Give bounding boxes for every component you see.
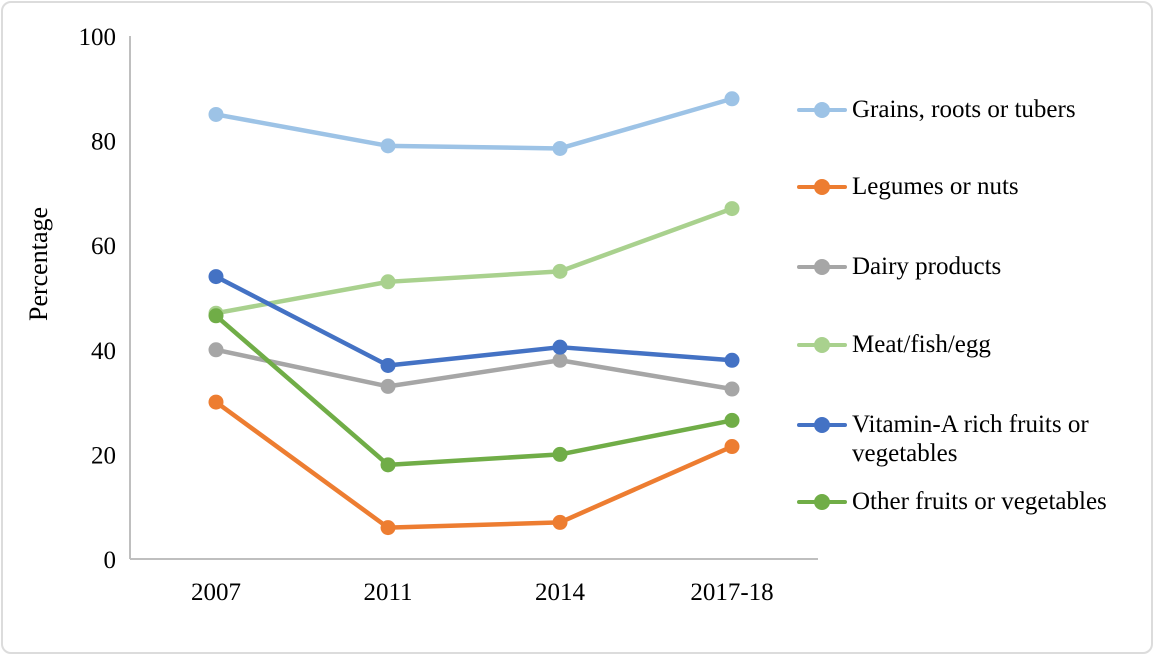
svg-text:2007: 2007 xyxy=(191,579,241,606)
legend-label: Other fruits or vegetables xyxy=(852,488,1107,515)
svg-text:2017-18: 2017-18 xyxy=(690,579,773,606)
legend-item-other: Other fruits or vegetables xyxy=(797,487,1147,517)
svg-text:100: 100 xyxy=(79,24,117,51)
legend-label: Meat/fish/egg xyxy=(852,331,991,358)
legend-label: Vitamin-A rich fruits or vegetables xyxy=(852,411,1089,467)
svg-text:80: 80 xyxy=(91,129,116,156)
legend-marker-icon xyxy=(797,172,847,202)
legend-label: Grains, roots or tubers xyxy=(852,96,1076,123)
legend-item-dairy: Dairy products xyxy=(797,252,1147,282)
legend-label: Dairy products xyxy=(852,253,1002,280)
series-lines xyxy=(208,91,740,536)
svg-text:20: 20 xyxy=(91,442,116,469)
legend-marker-icon xyxy=(797,487,847,517)
legend: Grains, roots or tubers Legumes or nuts … xyxy=(797,0,1153,660)
axes xyxy=(129,36,818,560)
legend-marker-icon xyxy=(797,330,847,360)
x-axis-tick-labels: 2007 2011 2014 2017-18 xyxy=(191,579,774,606)
legend-marker-icon xyxy=(797,252,847,282)
legend-label: Legumes or nuts xyxy=(852,173,1019,200)
legend-item-grains: Grains, roots or tubers xyxy=(797,95,1147,125)
legend-item-meat-fish-egg: Meat/fish/egg xyxy=(797,330,1147,360)
svg-text:2011: 2011 xyxy=(363,579,412,606)
svg-text:40: 40 xyxy=(91,338,116,365)
y-axis-tick-labels: 0 20 40 60 80 100 xyxy=(79,24,117,574)
legend-marker-icon xyxy=(797,95,847,125)
svg-text:0: 0 xyxy=(104,547,117,574)
svg-text:60: 60 xyxy=(91,233,116,260)
svg-text:2014: 2014 xyxy=(535,579,586,606)
legend-item-legumes: Legumes or nuts xyxy=(797,172,1147,202)
legend-marker-icon xyxy=(797,410,847,440)
y-axis-title: Percentage xyxy=(24,207,53,321)
legend-item-vitamin-a: Vitamin-A rich fruits or vegetables xyxy=(797,410,1147,468)
